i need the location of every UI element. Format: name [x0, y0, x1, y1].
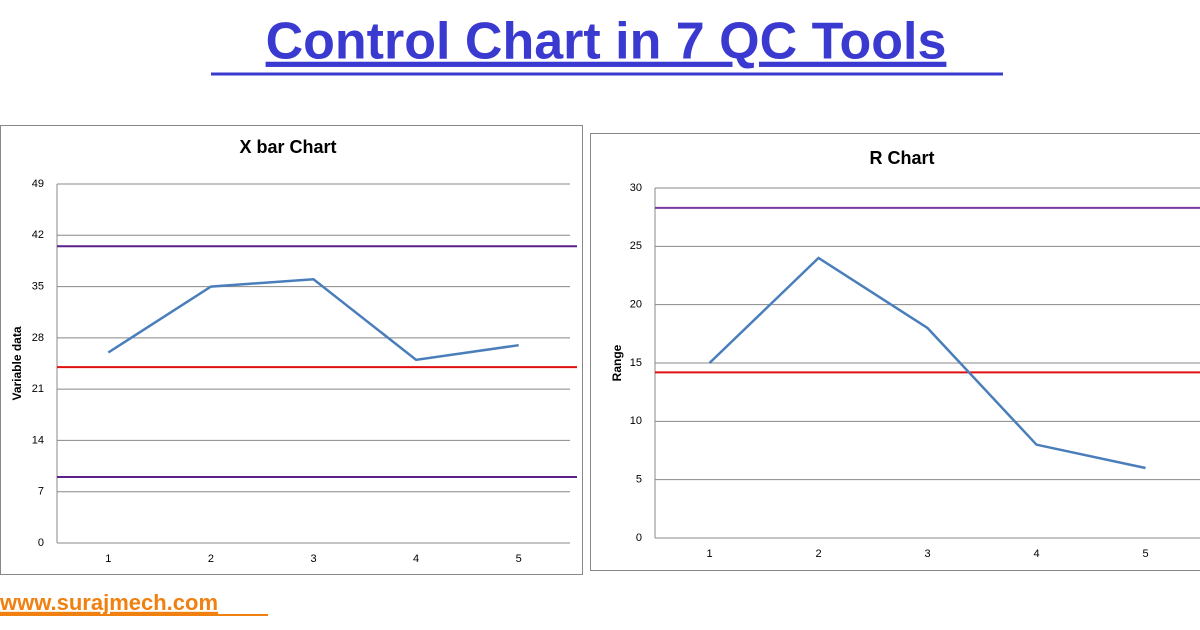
y-tick-label: 21 — [32, 383, 44, 395]
data-line — [708, 256, 1146, 470]
y-tick-label: 10 — [630, 415, 642, 427]
y-tick-label: 20 — [630, 299, 642, 311]
x-tick-label: 1 — [706, 548, 712, 560]
y-tick-label: 35 — [32, 280, 44, 292]
chart-frame — [0, 125, 583, 575]
x-tick-label: 3 — [310, 553, 316, 565]
y-tick-label: 42 — [32, 229, 44, 241]
x-tick-label: 4 — [1033, 548, 1039, 560]
x-tick-label: 1 — [105, 553, 111, 565]
y-axis-label: Range — [610, 344, 624, 381]
x-tick-label: 5 — [1142, 548, 1148, 560]
data-line — [107, 277, 519, 362]
x-tick-label: 3 — [924, 548, 930, 560]
y-axis-label: Variable data — [10, 326, 24, 400]
chart-title: X bar Chart — [239, 137, 336, 157]
y-tick-label: 5 — [636, 474, 642, 486]
y-tick-label: 0 — [38, 537, 44, 549]
y-tick-label: 25 — [630, 240, 642, 252]
chart-title: R Chart — [869, 148, 934, 168]
y-tick-label: 30 — [630, 182, 642, 194]
chart-frame — [590, 133, 1200, 571]
x-tick-label: 4 — [413, 553, 419, 565]
y-tick-label: 15 — [630, 357, 642, 369]
y-tick-label: 49 — [32, 178, 44, 190]
y-tick-label: 14 — [32, 434, 44, 446]
y-tick-label: 0 — [636, 532, 642, 544]
x-tick-label: 2 — [208, 553, 214, 565]
page-title: Control Chart in 7 QC Tools — [266, 13, 947, 71]
website: www.surajmech.com — [0, 590, 218, 615]
y-tick-label: 7 — [38, 486, 44, 498]
x-tick-label: 5 — [516, 553, 522, 565]
y-tick-label: 28 — [32, 332, 44, 344]
x-tick-label: 2 — [815, 548, 821, 560]
